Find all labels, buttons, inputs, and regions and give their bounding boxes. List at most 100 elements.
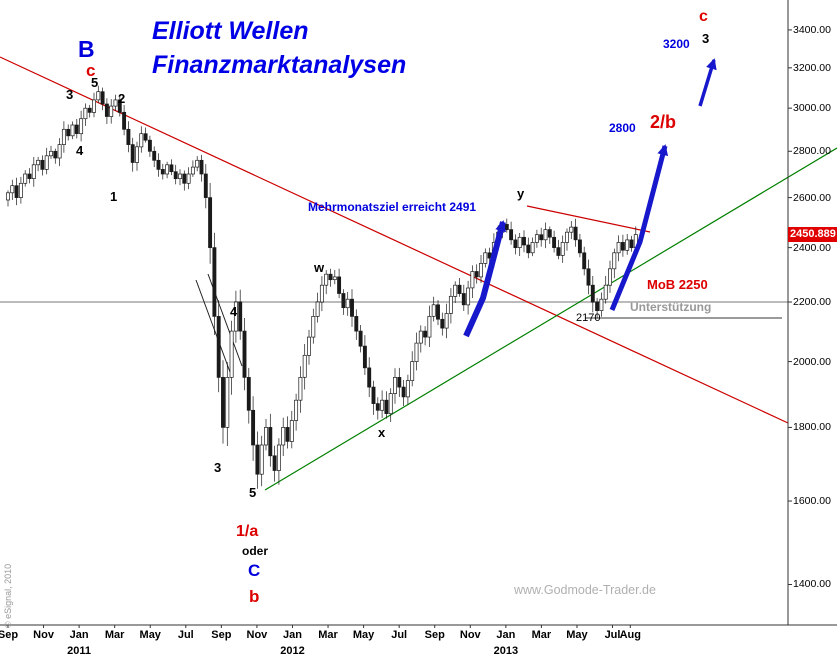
chart-annotation: MoB 2250 [647, 277, 708, 292]
candle [530, 242, 535, 254]
candle [367, 367, 372, 388]
candle [186, 173, 191, 184]
candle [66, 128, 71, 137]
x-axis-month-label: May [566, 629, 588, 641]
y-axis-tick-label: 2800.00 [793, 145, 831, 158]
candle [603, 284, 608, 300]
candle [341, 293, 346, 309]
candle [483, 252, 488, 264]
candle [315, 301, 320, 317]
candle [276, 444, 281, 471]
candle [264, 427, 268, 446]
candle [302, 354, 307, 378]
candle [156, 159, 161, 170]
candle [242, 330, 247, 378]
candle [388, 393, 393, 415]
candle [298, 377, 303, 401]
chart-title-line2: Finanzmarktanalysen [152, 51, 407, 79]
candle [152, 150, 157, 161]
candle [522, 236, 526, 246]
candle [410, 361, 415, 381]
candle [625, 239, 630, 251]
x-axis-month-label: Jan [496, 629, 516, 641]
candle [358, 330, 363, 347]
candle [251, 409, 256, 446]
candle [427, 316, 432, 338]
candle [178, 173, 182, 179]
candle [375, 403, 380, 411]
candle [509, 229, 514, 241]
candle [246, 377, 251, 411]
chart-title-line1: Elliott Wellen [152, 17, 309, 45]
candle [40, 159, 45, 170]
chart-annotation: c [699, 8, 708, 25]
chart-annotation: 3 [66, 87, 74, 102]
candle [36, 159, 41, 166]
candle [444, 313, 449, 329]
candle [405, 380, 410, 398]
candle [259, 444, 264, 475]
candle [457, 284, 462, 294]
candle [173, 171, 178, 180]
candle [620, 242, 625, 251]
candle [255, 444, 260, 475]
candle [582, 252, 587, 270]
candle [203, 173, 208, 198]
x-axis-month-label: Nov [459, 629, 481, 641]
y-axis-tick-label: 2600.00 [793, 191, 831, 204]
x-axis-month-label: Aug [619, 629, 641, 641]
candle [229, 330, 234, 378]
candle [474, 271, 479, 278]
candle [565, 231, 569, 243]
candle [190, 166, 195, 175]
candle [466, 287, 471, 306]
support-trendline [264, 147, 837, 491]
candle [436, 304, 440, 320]
candle [160, 169, 165, 175]
x-axis-month-label: Jan [282, 629, 302, 641]
candle [182, 173, 187, 184]
candle [397, 377, 402, 388]
candle [61, 128, 66, 145]
y-axis-tick-label: 1600.00 [793, 495, 831, 508]
candle [311, 316, 316, 338]
x-axis-year-label: 2012 [280, 645, 305, 657]
candle [14, 185, 19, 198]
chart-annotation: 4 [230, 304, 238, 319]
candle [423, 330, 428, 338]
candle [616, 242, 621, 254]
candle [139, 133, 144, 148]
candle [448, 295, 453, 314]
local-resistance-trendline [526, 205, 651, 233]
candle [233, 301, 238, 332]
candle [324, 273, 329, 286]
chart-annotation: B [78, 36, 95, 62]
candle [195, 159, 200, 168]
candle [53, 150, 58, 159]
chart-annotation: 3 [702, 31, 710, 46]
chart-title: Elliott Wellen Finanzmarktanalysen [152, 14, 406, 82]
candle [281, 427, 286, 446]
candle [362, 345, 367, 369]
chart-annotation: b [249, 587, 260, 606]
chart-annotation: oder [242, 544, 269, 558]
chart-annotation: y [517, 186, 525, 201]
chart-annotation: C [248, 561, 261, 580]
x-axis-month-label: Nov [33, 629, 54, 641]
candle [539, 234, 544, 241]
candle [350, 298, 354, 317]
candle [414, 342, 419, 362]
candle [143, 133, 148, 141]
candle [109, 105, 114, 117]
candle [216, 316, 221, 378]
chart-annotation: 5 [91, 75, 99, 90]
x-axis-year-label: 2013 [493, 645, 519, 657]
candle [319, 284, 324, 303]
candle [44, 155, 49, 170]
candle [147, 139, 152, 152]
candle [556, 247, 561, 256]
candle [599, 298, 604, 311]
